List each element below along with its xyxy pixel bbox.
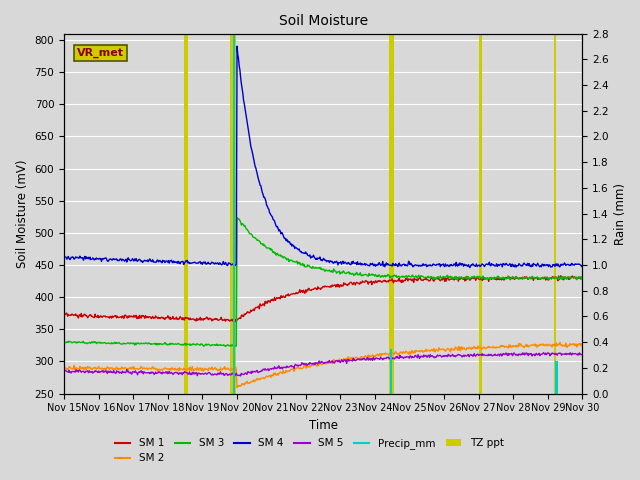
Bar xyxy=(184,34,186,394)
X-axis label: Time: Time xyxy=(308,419,338,432)
Bar xyxy=(390,348,392,394)
Bar xyxy=(233,34,236,394)
Bar xyxy=(479,34,482,394)
Bar xyxy=(556,361,557,394)
Bar xyxy=(230,34,233,394)
Legend: SM 1, SM 2, SM 3, SM 4, SM 5, Precip_mm, TZ ppt: SM 1, SM 2, SM 3, SM 4, SM 5, Precip_mm,… xyxy=(111,434,508,468)
Title: Soil Moisture: Soil Moisture xyxy=(278,14,368,28)
Text: VR_met: VR_met xyxy=(77,48,124,58)
Bar xyxy=(391,34,394,394)
Bar xyxy=(186,34,188,394)
Bar xyxy=(554,34,556,394)
Y-axis label: Soil Moisture (mV): Soil Moisture (mV) xyxy=(16,159,29,268)
Bar xyxy=(389,34,392,394)
Y-axis label: Rain (mm): Rain (mm) xyxy=(614,182,627,245)
Bar xyxy=(232,34,234,394)
Bar xyxy=(234,34,236,394)
